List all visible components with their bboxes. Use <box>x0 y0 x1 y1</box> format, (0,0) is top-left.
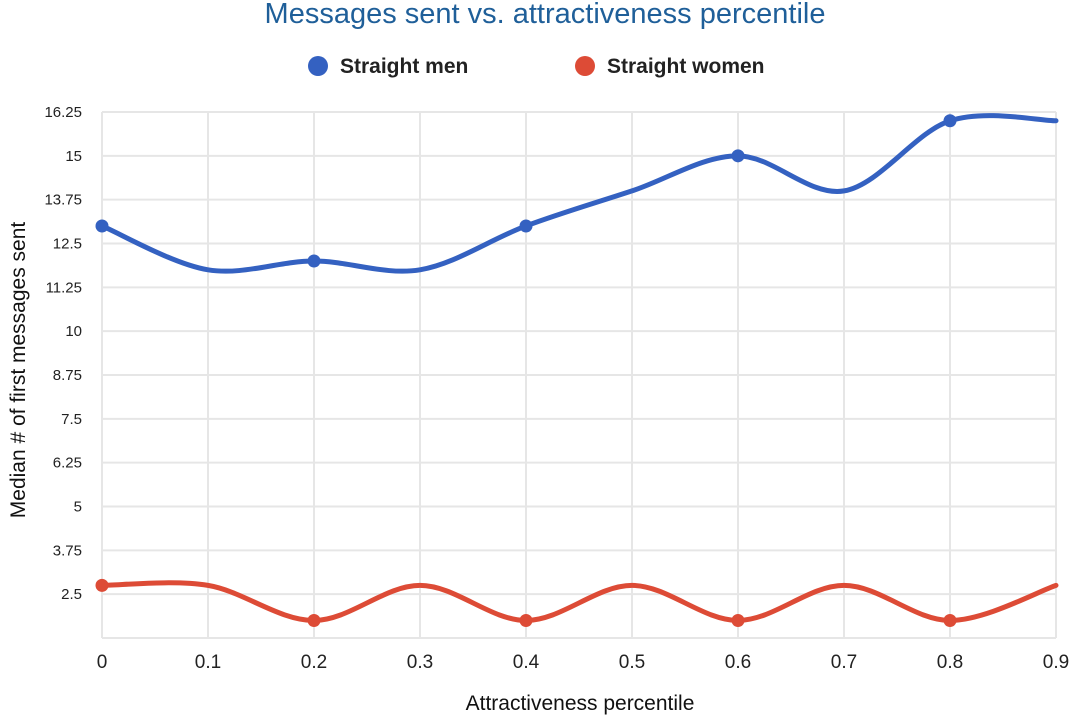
y-tick-label: 10 <box>65 323 82 340</box>
y-tick-label: 8.75 <box>53 367 82 384</box>
y-axis-ticks: 2.5 3.75 5 6.25 7.5 8.75 10 11.25 12.5 13.75 15 16.… <box>44 104 82 603</box>
data-point-straight-men[interactable] <box>519 219 533 233</box>
y-tick-label: 2.5 <box>61 586 82 603</box>
y-tick-label: 15 <box>65 148 82 165</box>
data-point-straight-women[interactable] <box>95 578 109 592</box>
y-axis-label: Median # of first messages sent <box>7 222 30 519</box>
x-tick-label: 0.1 <box>195 652 221 673</box>
data-point-straight-women[interactable] <box>307 613 321 627</box>
y-tick-label: 11.25 <box>46 279 82 296</box>
legend-item-straight-women[interactable]: Straight women <box>575 55 765 78</box>
x-tick-label: 0.5 <box>619 652 645 673</box>
legend-marker-straight-men <box>308 56 328 76</box>
x-axis-ticks: 0 0.1 0.2 0.3 0.4 0.5 0.6 0.7 0.8 0.9 <box>97 652 1070 673</box>
legend-marker-straight-women <box>575 56 595 76</box>
data-point-straight-men[interactable] <box>943 114 957 128</box>
data-point-straight-men[interactable] <box>95 219 109 233</box>
data-point-straight-women[interactable] <box>519 613 533 627</box>
series-layer <box>95 113 1059 627</box>
y-tick-label: 16.25 <box>44 104 82 121</box>
legend-item-straight-men[interactable]: Straight men <box>308 55 468 78</box>
data-point-straight-women[interactable] <box>943 613 957 627</box>
x-tick-label: 0.6 <box>725 652 751 673</box>
chart-title: Messages sent vs. attractiveness percent… <box>265 0 826 30</box>
legend-label-straight-men: Straight men <box>340 55 468 78</box>
x-tick-label: 0.3 <box>407 652 433 673</box>
x-tick-label: 0 <box>97 652 108 673</box>
grid <box>101 111 1057 639</box>
x-tick-label: 0.8 <box>937 652 963 673</box>
x-tick-label: 0.9 <box>1043 652 1069 673</box>
series-line-straight-women <box>99 580 1059 623</box>
y-tick-label: 3.75 <box>53 542 82 559</box>
y-tick-label: 13.75 <box>44 192 82 209</box>
y-tick-label: 7.5 <box>61 411 82 428</box>
x-axis-label: Attractiveness percentile <box>466 692 695 715</box>
y-tick-label: 5 <box>74 499 82 516</box>
legend-label-straight-women: Straight women <box>607 55 765 78</box>
legend: Straight men Straight women <box>308 55 765 78</box>
x-tick-label: 0.4 <box>513 652 540 673</box>
x-tick-label: 0.2 <box>301 652 327 673</box>
data-point-straight-men[interactable] <box>731 149 745 163</box>
y-tick-label: 6.25 <box>53 455 82 472</box>
x-tick-label: 0.7 <box>831 652 857 673</box>
y-tick-label: 12.5 <box>53 236 82 253</box>
data-point-straight-men[interactable] <box>307 254 321 268</box>
data-point-straight-women[interactable] <box>731 613 745 627</box>
series-line-straight-men <box>99 113 1059 274</box>
